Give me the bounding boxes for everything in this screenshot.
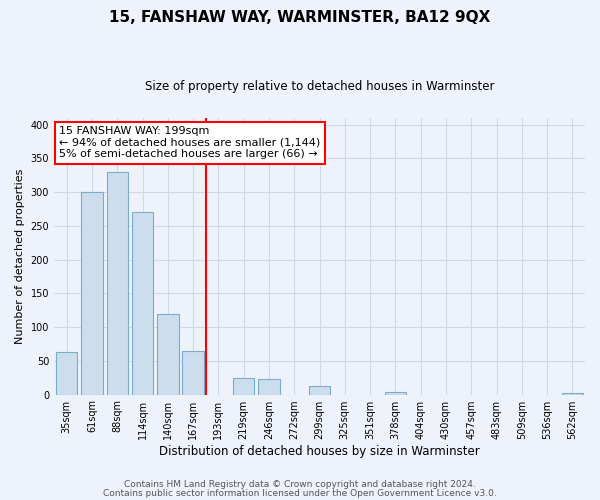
Text: 15, FANSHAW WAY, WARMINSTER, BA12 9QX: 15, FANSHAW WAY, WARMINSTER, BA12 9QX (109, 10, 491, 25)
Bar (107, 172, 128, 394)
Text: Contains public sector information licensed under the Open Government Licence v3: Contains public sector information licen… (103, 488, 497, 498)
Text: Contains HM Land Registry data © Crown copyright and database right 2024.: Contains HM Land Registry data © Crown c… (124, 480, 476, 489)
Title: Size of property relative to detached houses in Warminster: Size of property relative to detached ho… (145, 80, 494, 93)
Bar (182, 350, 204, 395)
Bar (562, 392, 583, 394)
Text: 15 FANSHAW WAY: 199sqm
← 94% of detached houses are smaller (1,144)
5% of semi-d: 15 FANSHAW WAY: 199sqm ← 94% of detached… (59, 126, 320, 160)
X-axis label: Distribution of detached houses by size in Warminster: Distribution of detached houses by size … (159, 444, 480, 458)
Bar (258, 379, 280, 394)
Bar (81, 192, 103, 394)
Bar (132, 212, 153, 394)
Bar (309, 386, 330, 394)
Y-axis label: Number of detached properties: Number of detached properties (15, 168, 25, 344)
Bar (385, 392, 406, 394)
Bar (157, 314, 179, 394)
Bar (233, 378, 254, 394)
Bar (56, 352, 77, 395)
